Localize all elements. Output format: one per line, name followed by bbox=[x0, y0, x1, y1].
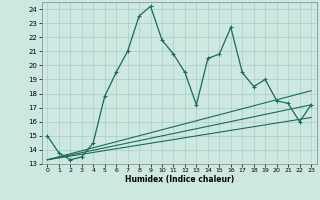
X-axis label: Humidex (Indice chaleur): Humidex (Indice chaleur) bbox=[124, 175, 234, 184]
